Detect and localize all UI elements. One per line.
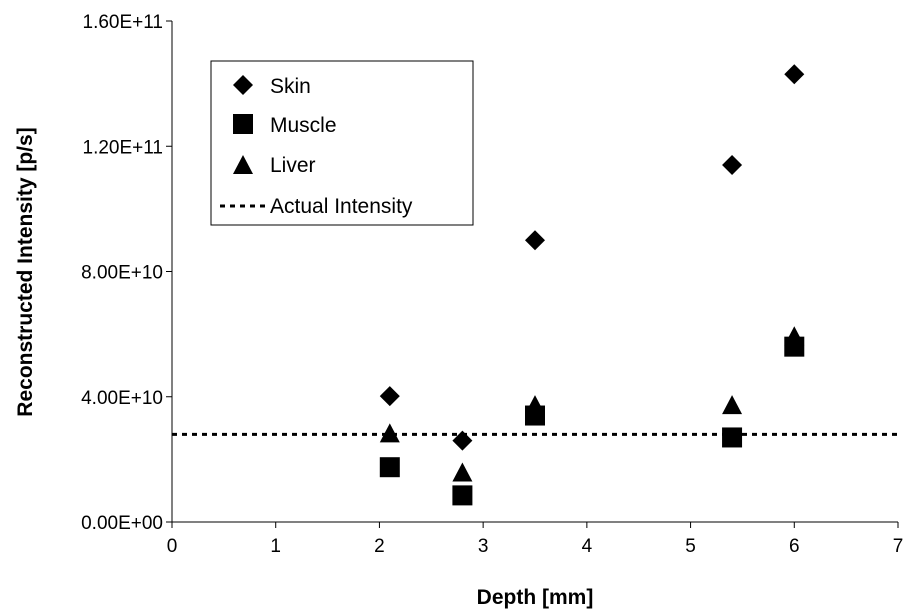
legend-square-marker xyxy=(233,114,253,134)
y-tick-label: 1.20E+11 xyxy=(83,137,163,158)
y-tick-label: 1.60E+11 xyxy=(83,12,163,33)
liver-point xyxy=(784,326,805,346)
liver-point xyxy=(452,462,473,482)
skin-point xyxy=(379,386,400,407)
muscle-point xyxy=(722,427,743,448)
y-axis-title: Reconstructed Intensity [p/s] xyxy=(14,127,37,416)
x-axis-title: Depth [mm] xyxy=(477,586,594,609)
data-points xyxy=(379,64,805,506)
legend-diamond-marker xyxy=(233,75,253,95)
x-tick-label: 6 xyxy=(789,536,800,557)
legend-entry-liver: Liver xyxy=(233,154,316,177)
x-tick-label: 1 xyxy=(270,536,281,557)
skin-point xyxy=(525,230,545,251)
x-tick-label: 5 xyxy=(685,536,696,557)
legend-label-actual-intensity: Actual Intensity xyxy=(270,195,413,218)
x-tick-label: 0 xyxy=(167,536,178,557)
legend: Skin Muscle Liver Actual Intensity xyxy=(210,60,474,226)
legend-label-liver: Liver xyxy=(270,154,316,177)
legend-label-muscle: Muscle xyxy=(270,114,337,137)
skin-point xyxy=(784,64,805,85)
y-tick-label: 8.00E+10 xyxy=(81,263,163,284)
y-tick-label: 4.00E+10 xyxy=(81,388,163,409)
legend-box xyxy=(210,60,474,226)
skin-point xyxy=(722,155,743,176)
x-tick-label: 7 xyxy=(893,536,904,557)
liver-point xyxy=(379,423,400,443)
tick-labels: 0.00E+00 4.00E+10 8.00E+10 1.20E+11 1.60E+11… xyxy=(81,12,903,557)
legend-entry-muscle: Muscle xyxy=(233,114,337,137)
muscle-point xyxy=(452,485,473,506)
legend-triangle-marker xyxy=(233,155,253,174)
axes xyxy=(166,20,899,528)
x-tick-label: 2 xyxy=(374,536,385,557)
x-tick-label: 4 xyxy=(582,536,593,557)
legend-entry-skin: Skin xyxy=(233,75,311,98)
skin-point xyxy=(452,430,473,451)
muscle-point xyxy=(379,457,400,478)
legend-label-skin: Skin xyxy=(270,75,311,98)
liver-point xyxy=(722,395,743,415)
liver-point xyxy=(525,395,545,415)
legend-entry-actual-intensity: Actual Intensity xyxy=(220,195,413,218)
y-tick-label: 0.00E+00 xyxy=(81,513,163,534)
x-tick-label: 3 xyxy=(478,536,489,557)
